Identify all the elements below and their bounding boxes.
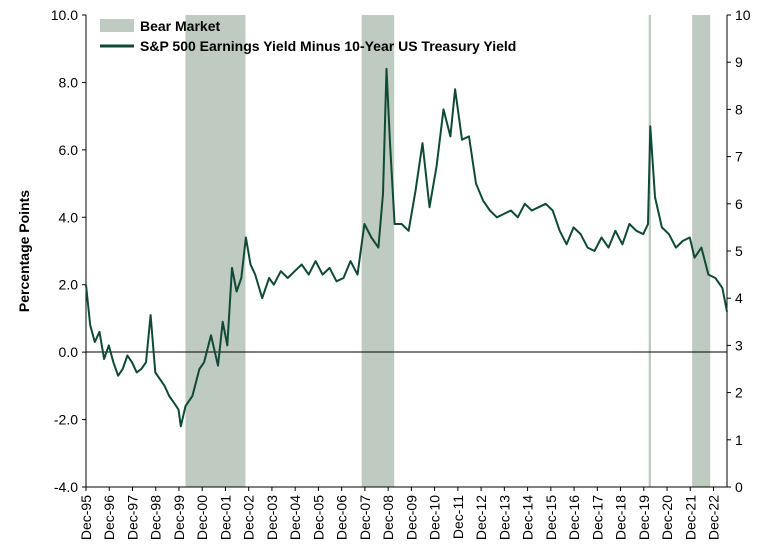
right-y-tick-label: 6 [735, 196, 743, 212]
x-tick-label: Dec-10 [427, 495, 443, 540]
right-y-tick-label: 4 [735, 290, 743, 306]
right-y-tick-label: 0 [735, 479, 743, 495]
left-y-ticks: 10.0 8.0 6.0 4.0 2.0 0.0 -2.0 -4.0 [51, 7, 86, 495]
x-tick-label: Dec-07 [357, 495, 373, 540]
axes [85, 15, 728, 488]
x-tick-label: Dec-15 [543, 495, 559, 540]
left-y-tick-label: 4.0 [59, 209, 79, 225]
x-tick-label: Dec-96 [101, 495, 117, 540]
x-tick-label: Dec-04 [287, 495, 303, 540]
right-y-tick-label: 10 [735, 7, 751, 23]
x-tick-label: Dec-14 [520, 495, 536, 540]
x-tick-label: Dec-95 [78, 495, 94, 540]
series-line-yield-spread [85, 67, 728, 428]
bear-market-band [692, 15, 711, 487]
x-tick-label: Dec-16 [566, 495, 582, 540]
x-tick-label: Dec-09 [403, 495, 419, 540]
x-tick-label: Dec-01 [217, 495, 233, 540]
legend-swatch-bear-market [100, 19, 134, 32]
x-tick-label: Dec-05 [310, 495, 326, 540]
bear-market-bands [185, 15, 711, 487]
left-y-tick-label: -2.0 [54, 412, 78, 428]
right-y-tick-label: 7 [735, 149, 743, 165]
left-y-tick-label: 10.0 [51, 7, 78, 23]
x-tick-label: Dec-22 [706, 495, 722, 540]
x-tick-label: Dec-99 [171, 495, 187, 540]
right-y-tick-label: 2 [735, 385, 743, 401]
x-tick-label: Dec-98 [148, 495, 164, 540]
x-tick-label: Dec-20 [659, 495, 675, 540]
right-y-tick-label: 8 [735, 101, 743, 117]
x-tick-label: Dec-13 [496, 495, 512, 540]
x-tick-label: Dec-97 [124, 495, 140, 540]
bear-market-band [185, 15, 246, 487]
right-y-tick-label: 9 [735, 54, 743, 70]
right-y-tick-label: 3 [735, 337, 743, 353]
legend: Bear Market S&P 500 Earnings Yield Minus… [100, 18, 516, 54]
legend-label-yield-spread: S&P 500 Earnings Yield Minus 10-Year US … [140, 38, 516, 54]
left-y-tick-label: 2.0 [59, 277, 79, 293]
x-tick-label: Dec-02 [241, 495, 257, 540]
x-tick-label: Dec-17 [589, 495, 605, 540]
x-tick-label: Dec-08 [380, 495, 396, 540]
x-tick-label: Dec-00 [194, 495, 210, 540]
right-y-tick-label: 5 [735, 243, 743, 259]
x-tick-label: Dec-21 [682, 495, 698, 540]
left-y-tick-label: 0.0 [59, 344, 79, 360]
left-y-tick-label: 6.0 [59, 142, 79, 158]
left-y-tick-label: 8.0 [59, 74, 79, 90]
y-axis-label: Percentage Points [16, 190, 32, 312]
x-tick-label: Dec-03 [264, 495, 280, 540]
series-layer [85, 67, 728, 428]
left-y-tick-label: -4.0 [54, 479, 78, 495]
bear-market-band [648, 15, 652, 487]
x-tick-label: Dec-18 [613, 495, 629, 540]
x-tick-label: Dec-12 [473, 495, 489, 540]
right-y-tick-label: 1 [735, 432, 743, 448]
x-tick-label: Dec-11 [450, 495, 466, 539]
x-tick-label: Dec-06 [334, 495, 350, 540]
legend-label-bear-market: Bear Market [140, 18, 220, 34]
bear-market-band [361, 15, 395, 487]
x-tick-label: Dec-19 [636, 495, 652, 540]
x-ticks: Dec-95 Dec-96 Dec-97 Dec-98 Dec-99 Dec-00 Dec-… [78, 487, 722, 540]
